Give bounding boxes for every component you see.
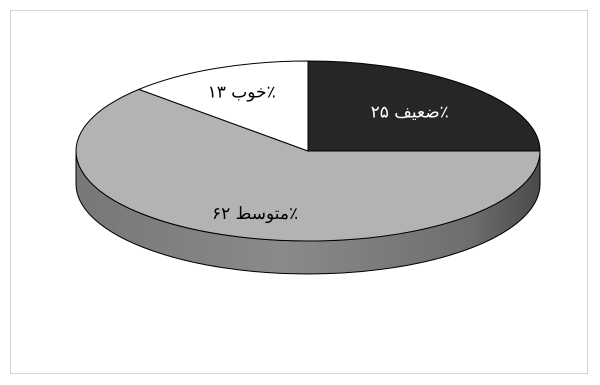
slice-label-0: ضعیف ۲۵٪ (371, 103, 449, 123)
slice-label-2: خوب ۱۳٪ (208, 83, 276, 103)
slice-label-1: متوسط ۶۲٪ (212, 204, 298, 224)
pie-slice-1 (75, 88, 541, 242)
pie-slice-2 (137, 60, 309, 152)
pie-top-layer (75, 60, 541, 242)
pie-slice-0 (307, 60, 541, 152)
pie-label-layer: ضعیف ۲۵٪ متوسط ۶۲٪ خوب ۱۳٪ (208, 83, 449, 224)
